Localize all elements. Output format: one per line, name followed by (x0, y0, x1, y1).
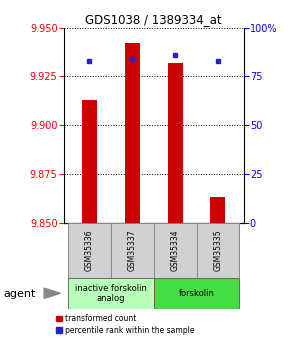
Text: forskolin: forskolin (179, 289, 214, 298)
FancyBboxPatch shape (154, 278, 239, 309)
Legend: transformed count, percentile rank within the sample: transformed count, percentile rank withi… (56, 314, 195, 335)
Bar (211, 197, 225, 223)
FancyBboxPatch shape (68, 223, 111, 278)
Bar (82, 100, 97, 223)
FancyBboxPatch shape (68, 278, 154, 309)
Text: GSM35337: GSM35337 (128, 229, 137, 271)
Text: GSM35335: GSM35335 (213, 229, 222, 271)
FancyBboxPatch shape (154, 223, 197, 278)
Text: GSM35336: GSM35336 (85, 229, 94, 271)
FancyBboxPatch shape (197, 223, 239, 278)
Bar (168, 63, 183, 223)
Text: GSM35334: GSM35334 (171, 229, 180, 271)
Text: inactive forskolin
analog: inactive forskolin analog (75, 284, 147, 303)
Bar (125, 43, 140, 223)
Title: GDS1038 / 1389334_at: GDS1038 / 1389334_at (85, 13, 222, 27)
Text: agent: agent (3, 289, 35, 299)
Polygon shape (44, 288, 60, 298)
FancyBboxPatch shape (111, 223, 154, 278)
